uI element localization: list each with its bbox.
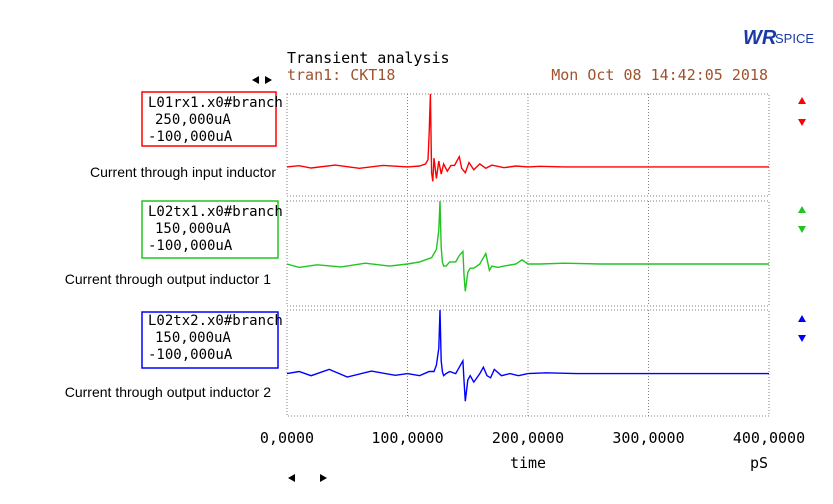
chart-title: Transient analysis (287, 49, 450, 67)
logo-spice: SPICE (775, 31, 814, 46)
ymax-label-1: 250,000uA (155, 112, 231, 128)
plot-name: tran1: CKT18 (287, 66, 395, 84)
series-line-1 (286, 93, 769, 182)
pan-right-icon[interactable] (265, 76, 272, 84)
plot-panel-3: L02tx2.x0#branch 150,000uA -100,000uA (141, 309, 806, 417)
scale-down-icon-3[interactable] (798, 335, 806, 342)
x-tick-label-5: 400,0000 (733, 429, 805, 447)
pan-arrows-top[interactable] (252, 76, 272, 84)
timestamp: Mon Oct 08 14:42:05 2018 (551, 66, 768, 84)
annotation-output-inductor-1: Current through output inductor 1 (65, 271, 271, 287)
pan-left-bottom-icon[interactable] (288, 474, 295, 482)
x-tick-label-4: 300,0000 (612, 429, 684, 447)
ymin-label-2: -100,000uA (148, 238, 233, 254)
series-line-3 (286, 309, 769, 402)
pan-right-bottom-icon[interactable] (320, 474, 327, 482)
logo-wr: WR (743, 27, 777, 49)
annotation-output-inductor-2: Current through output inductor 2 (65, 384, 271, 400)
x-tick-labels: 0,0000 100,0000 200,0000 300,0000 400,0000 (260, 429, 805, 447)
ymax-label-3: 150,000uA (155, 330, 231, 346)
ymin-label-3: -100,000uA (148, 347, 233, 363)
scale-up-icon-1[interactable] (798, 97, 806, 104)
x-axis-unit: pS (750, 454, 768, 472)
grid-panel-2 (286, 200, 770, 307)
series-name-2: L02tx1.x0#branch (148, 204, 283, 220)
scale-down-icon-1[interactable] (798, 119, 806, 126)
legend-box-3[interactable] (141, 311, 279, 369)
pan-arrows-bottom[interactable] (288, 474, 327, 482)
x-tick-label-1: 0,0000 (260, 429, 314, 447)
annotation-input-inductor: Current through input inductor (90, 164, 276, 180)
x-axis-label: time (510, 454, 546, 472)
grid-panel-1 (286, 93, 770, 197)
x-tick-label-2: 100,0000 (371, 429, 443, 447)
x-tick-label-3: 200,0000 (492, 429, 564, 447)
wrspice-logo: WR SPICE (743, 27, 814, 49)
scale-down-icon-2[interactable] (798, 226, 806, 233)
series-line-2 (286, 200, 769, 292)
series-name-3: L02tx2.x0#branch (148, 313, 283, 329)
pan-left-icon[interactable] (252, 76, 259, 84)
series-name-1: L01rx1.x0#branch (148, 95, 283, 111)
plot-panel-1: L01rx1.x0#branch 250,000uA -100,000uA (141, 91, 806, 197)
plot-panel-2: L02tx1.x0#branch 150,000uA -100,000uA (141, 200, 806, 307)
scale-up-icon-2[interactable] (798, 206, 806, 213)
legend-box-2[interactable] (141, 200, 279, 259)
scale-up-icon-3[interactable] (798, 315, 806, 322)
ymin-label-1: -100,000uA (148, 129, 233, 145)
ymax-label-2: 150,000uA (155, 221, 231, 237)
legend-box-1[interactable] (141, 91, 277, 147)
grid-panel-3 (286, 309, 770, 417)
